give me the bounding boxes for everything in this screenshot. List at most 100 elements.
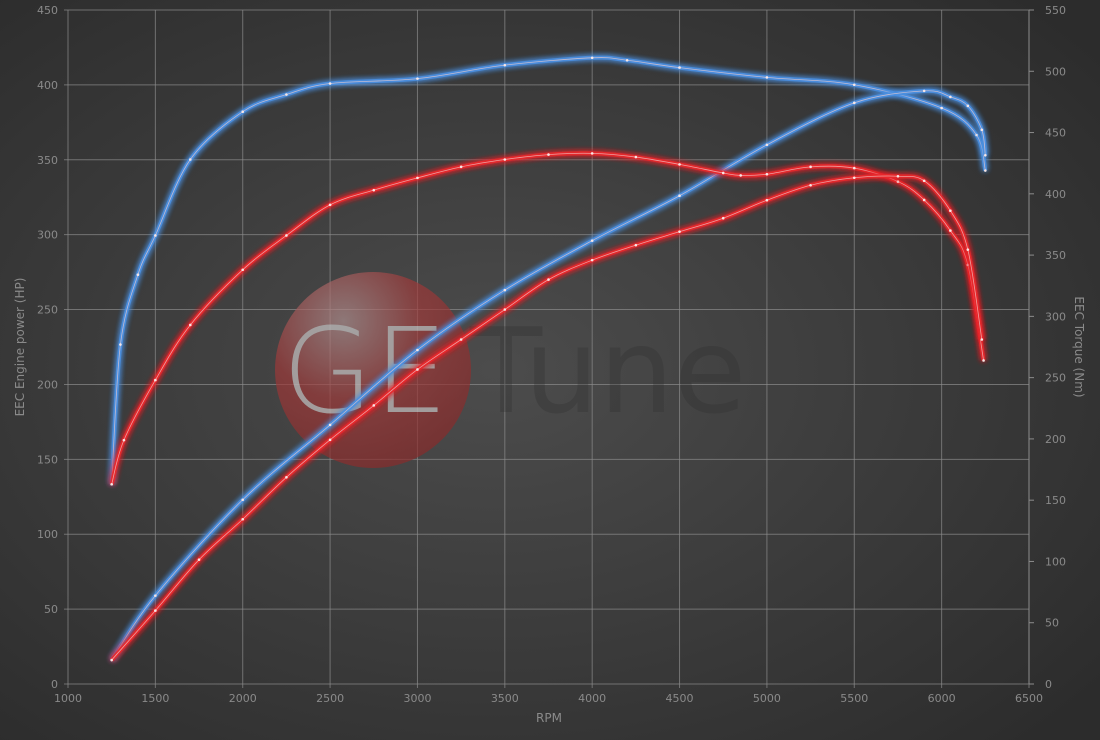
data-point [136,273,140,276]
x-tick-label: 2500 [316,692,344,705]
y2-tick-label: 400 [1045,188,1066,201]
data-point [765,76,769,79]
y2-tick-label: 350 [1045,249,1066,262]
y-tick-label: 0 [51,678,58,691]
y-axis-label: EEC Engine power (HP) [13,278,27,417]
x-axis-label: RPM [536,711,562,725]
y2-tick-label: 100 [1045,555,1066,568]
data-point [678,194,681,198]
data-point [154,609,157,612]
data-point [503,308,507,311]
y2-tick-label: 0 [1045,678,1052,691]
data-point [416,77,419,80]
data-point [547,278,550,281]
x-tick-label: 6500 [1015,692,1043,705]
y-tick-label: 200 [37,378,58,391]
data-point [241,110,245,114]
data-point [765,143,769,147]
data-point [980,338,984,341]
data-point [634,243,638,247]
y-tick-label: 400 [37,79,58,92]
y-tick-label: 100 [37,528,58,541]
data-point [949,95,952,99]
data-point [416,176,419,180]
x-tick-label: 1500 [141,692,169,705]
watermark-logo: GE Tune [275,272,746,468]
data-point [154,234,157,237]
y2-tick-label: 250 [1045,372,1066,385]
data-point [189,158,192,161]
data-point [984,169,987,172]
y2-tick-label: 150 [1045,494,1066,507]
data-point [590,258,594,262]
grid [64,9,1030,688]
y-tick-label: 250 [37,304,58,317]
data-point [328,438,332,442]
data-point [590,56,594,60]
data-point [975,133,978,137]
y-tick-label: 50 [44,603,58,616]
x-tick-label: 6000 [928,692,956,705]
data-point [110,482,113,486]
series-3-power [110,174,984,662]
x-tick-label: 3500 [491,692,519,705]
y-tick-label: 300 [37,229,58,242]
data-point [154,594,157,597]
y2-tick-label: 300 [1045,310,1066,323]
data-point [980,128,984,132]
data-point [503,63,507,67]
series-line-core [111,90,986,661]
data-point [590,152,594,155]
data-point [966,104,970,108]
svg-text:GE: GE [282,302,448,440]
data-point [122,438,126,442]
y2-tick-label: 200 [1045,433,1066,446]
series-1-power [110,88,988,662]
data-point [765,198,769,202]
data-point [416,368,419,371]
data-point [197,558,201,561]
data-point [241,498,245,502]
data-point [852,166,856,170]
data-point [896,174,900,178]
data-point [119,343,122,346]
data-point [625,58,629,62]
data-point [896,180,900,183]
data-point [922,179,926,183]
data-point [721,171,725,175]
data-point [982,359,985,362]
data-point [285,234,288,237]
y-tick-label: 450 [37,4,58,17]
x-tick-label: 2000 [229,692,257,705]
x-tick-label: 1000 [54,692,82,705]
data-point [940,106,943,110]
data-point [949,209,952,213]
x-tick-label: 5500 [840,692,868,705]
data-point [678,163,681,166]
y2-tick-label: 50 [1045,617,1059,630]
x-tick-label: 4500 [666,692,694,705]
y2-tick-label: 450 [1045,127,1066,140]
y-tick-label: 150 [37,453,58,466]
series-layer [109,55,988,662]
data-point [372,404,376,407]
data-point [328,423,332,427]
data-point [678,230,681,233]
data-point [285,93,288,96]
data-point [765,172,769,176]
data-point [634,155,638,159]
data-point [721,216,725,220]
data-point [922,198,926,202]
data-point [809,183,812,187]
data-point [285,476,288,479]
data-point [852,176,856,180]
ticks: 1000 1500 2000 2500 3000 3500 4000 4500 5000 5500… [37,4,1066,705]
x-tick-label: 3000 [403,692,431,705]
x-tick-label: 5000 [753,692,781,705]
data-point [922,89,926,93]
series-0-torque [109,55,988,486]
data-point [809,165,812,169]
data-point [459,338,463,341]
svg-text:Tune: Tune [469,302,746,440]
